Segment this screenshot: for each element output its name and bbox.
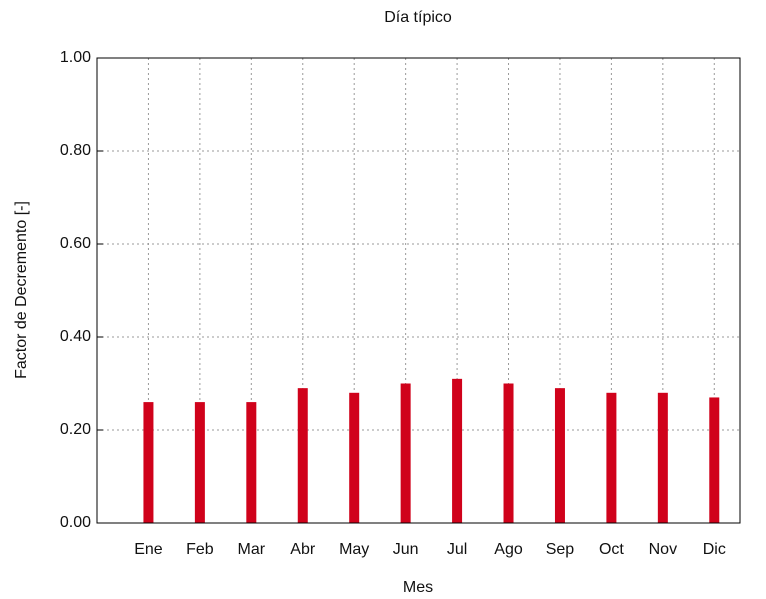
bar: [709, 397, 720, 523]
y-tick-label: 0.60: [60, 235, 91, 252]
bar: [554, 388, 565, 523]
bar: [194, 402, 205, 523]
bar: [657, 392, 668, 523]
y-tick-label: 0.80: [60, 142, 91, 159]
x-tick-label: Nov: [649, 541, 677, 558]
y-tick-label: 1.00: [60, 49, 91, 66]
bar: [246, 402, 257, 523]
y-tick-label: 0.20: [60, 421, 91, 438]
x-tick-label: Jun: [393, 541, 419, 558]
x-tick-label: Ene: [134, 541, 163, 558]
y-tick-label: 0.40: [60, 328, 91, 345]
x-tick-label: Oct: [599, 541, 624, 558]
x-tick-label: Ago: [494, 541, 523, 558]
plot-frame: [96, 57, 741, 524]
chart-title: Día típico: [384, 9, 452, 26]
x-tick-label: Jul: [447, 541, 467, 558]
x-tick-label: Abr: [290, 541, 316, 558]
x-tick-label: Dic: [703, 541, 726, 558]
x-tick-label: May: [339, 541, 369, 558]
bar: [349, 392, 360, 523]
y-tick-label: 0.00: [60, 514, 91, 531]
y-axis-label: Factor de Decremento [-]: [13, 201, 30, 379]
bar: [503, 383, 514, 523]
x-tick-label: Mar: [238, 541, 266, 558]
x-tick-label: Feb: [186, 541, 214, 558]
bar: [143, 402, 154, 523]
bar: [452, 378, 463, 523]
bar: [400, 383, 411, 523]
x-axis-label: Mes: [403, 579, 433, 596]
bar: [297, 388, 308, 523]
x-tick-label: Sep: [546, 541, 575, 558]
bar: [606, 392, 617, 523]
